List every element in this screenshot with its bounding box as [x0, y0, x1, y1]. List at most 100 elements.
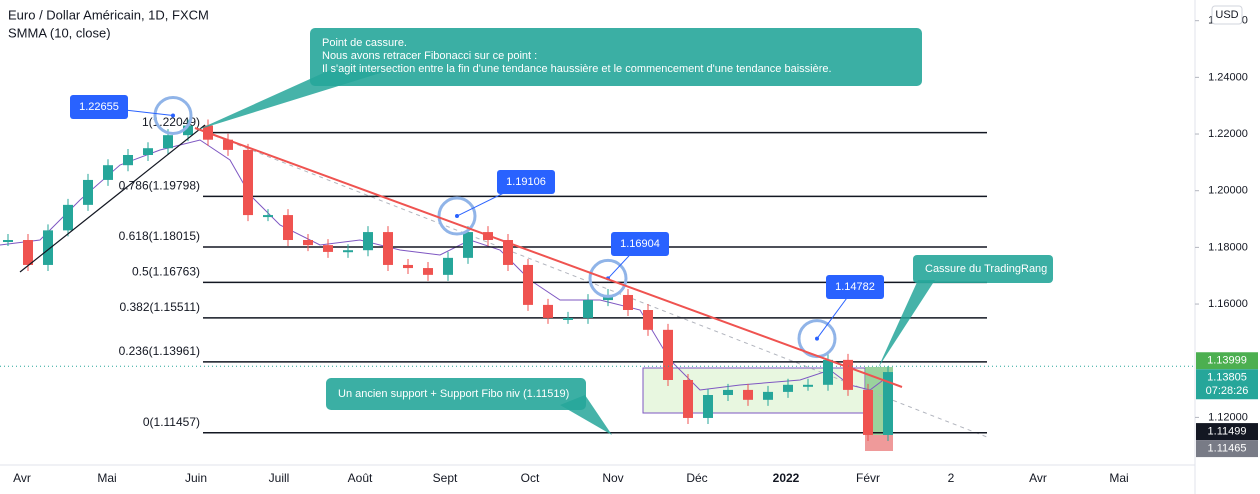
candle [563, 317, 573, 320]
currency-box [1211, 5, 1243, 25]
price-tag [1196, 369, 1258, 400]
uptrend-line [19, 124, 206, 273]
downtrend-line [194, 127, 903, 388]
candle [643, 310, 653, 330]
price-tag [1196, 423, 1258, 441]
x-tick-label: Févr [856, 471, 880, 485]
fib-label: 0.786(1.19798) [119, 179, 200, 193]
candle [243, 149, 253, 216]
note-box [913, 255, 1053, 283]
stop-box [865, 435, 893, 451]
candle [863, 389, 873, 435]
note-breakpoint: Point de cassure. Nous avons retracer Fi… [197, 28, 922, 130]
callout-box [611, 232, 669, 256]
candle [223, 139, 233, 150]
y-tick-label: 1.22000 [1208, 128, 1248, 140]
x-tick-label: Mai [1109, 471, 1128, 485]
note-text: Point de cassure. [322, 37, 407, 49]
y-tick-label: 1.18000 [1208, 241, 1248, 253]
callout-label: 1.16904 [620, 238, 660, 250]
y-tick-label: 1.16000 [1208, 298, 1248, 310]
candle [83, 179, 93, 205]
indicator-label: SMMA (10, close) [8, 25, 111, 40]
fib-label: 0.5(1.16763) [132, 265, 200, 279]
candle [883, 372, 893, 435]
x-tick-label: Déc [686, 471, 707, 485]
candle [743, 389, 753, 400]
candle [383, 232, 393, 265]
note-box [326, 378, 586, 410]
price-tag-label: 1.13805 [1207, 372, 1247, 384]
callout-label: 1.14782 [835, 281, 875, 293]
candle [583, 300, 593, 318]
x-tick-label: Mai [97, 471, 116, 485]
price-tag [1196, 440, 1258, 458]
candle [103, 165, 113, 180]
candle [703, 395, 713, 418]
x-tick-label: Avr [13, 471, 31, 485]
price-tag-label: 1.11465 [1208, 442, 1247, 454]
x-tick-label: Juin [185, 471, 207, 485]
candle [3, 240, 13, 243]
note-range-break: Cassure du TradingRang [878, 255, 1053, 368]
y-tick-label: 1.20000 [1208, 185, 1248, 197]
x-tick-label: Oct [521, 471, 540, 485]
note-text: Nous avons retracer Fibonacci sur ce poi… [322, 50, 537, 62]
callout-box [70, 95, 128, 119]
fib-label: 0.382(1.15511) [119, 300, 200, 314]
currency: USD [1215, 9, 1238, 21]
price-tag-label: 1.13999 [1207, 355, 1247, 367]
candle [423, 268, 433, 275]
note-box [310, 28, 922, 86]
price-tag-label: 1.11499 [1208, 425, 1247, 437]
candle [823, 359, 833, 385]
candle [123, 155, 133, 166]
callout-circle [437, 196, 477, 236]
note-text: Un ancien support + Support Fibo niv (1.… [338, 388, 569, 400]
candle [783, 384, 793, 392]
note-support: Un ancien support + Support Fibo niv (1.… [326, 378, 612, 435]
candle [143, 148, 153, 155]
x-tick-label: Août [348, 471, 373, 485]
candle [843, 359, 853, 390]
x-tick-label: Avr [1029, 471, 1047, 485]
candle [763, 391, 773, 400]
candle [263, 215, 273, 218]
x-tick-label: Sept [433, 471, 458, 485]
note-pointer [878, 280, 935, 368]
candle [523, 264, 533, 305]
fib-label: 0(1.11457) [143, 415, 200, 429]
x-tick-label: Nov [602, 471, 623, 485]
callout-box [497, 170, 555, 194]
price-tag-time: 07:28:26 [1206, 385, 1249, 397]
candle [403, 264, 413, 269]
callout-circle [588, 258, 628, 298]
x-tick-label: 2 [948, 471, 955, 485]
candle [343, 250, 353, 253]
candle [363, 232, 373, 251]
price-tag [1196, 352, 1258, 370]
note-text: Il s'agit intersection entre la fin d'un… [322, 63, 832, 75]
x-tick-label: 2022 [773, 471, 800, 485]
overlay [19, 124, 903, 388]
x-tick-label: Juill [269, 471, 290, 485]
note-text: Cassure du TradingRang [925, 263, 1047, 275]
candle [503, 240, 513, 265]
callout-box [826, 275, 884, 299]
symbol-title: Euro / Dollar Américain, 1D, FXCM [8, 7, 209, 22]
candle [303, 240, 313, 246]
candle [43, 230, 53, 265]
candle [623, 294, 633, 310]
fib-label: 0.236(1.13961) [119, 344, 200, 358]
candle [23, 240, 33, 265]
candle [723, 389, 733, 396]
candle [283, 215, 293, 241]
fib-label: 0.618(1.18015) [119, 229, 200, 243]
candle [323, 245, 333, 252]
candle [463, 232, 473, 258]
y-tick-label: 1.12000 [1208, 411, 1248, 423]
y-tick-label: 1.24000 [1208, 71, 1248, 83]
candle [63, 204, 73, 231]
candle [543, 304, 553, 318]
